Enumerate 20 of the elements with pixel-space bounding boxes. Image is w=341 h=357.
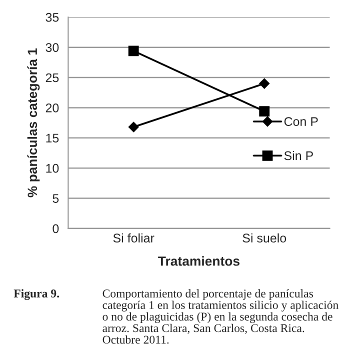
y-tick-label: 10 (46, 164, 59, 173)
text: Comportamiento del porcentaje de panículas categoría 1 en los tratamientos silicio y aplicación o no de plaguicidas (P) en la segunda cosecha de arroz. Santa Clara, San Carlos, Costa Rica. Octubre 2011. (102, 289, 338, 344)
y-tick-label: 5 (52, 194, 59, 203)
x-tick-label: Si foliar (113, 233, 154, 243)
legend-label: Sin P (284, 150, 313, 160)
y-tick-label: 35 (46, 12, 59, 22)
y-tick-label: 15 (46, 134, 59, 143)
point (128, 46, 139, 56)
x-tick-label: Si suelo (242, 233, 286, 243)
y-tick-label: 30 (46, 43, 59, 52)
y-axis-title: % panículas categoría 1 (27, 48, 40, 198)
y-tick-label: 0 (52, 224, 59, 234)
x-axis-title: Tratamientos (158, 256, 240, 266)
legend-label: Con P (284, 117, 318, 126)
y-tick-label: 20 (46, 104, 59, 112)
y-tick-label: 25 (46, 73, 59, 82)
point (259, 106, 270, 117)
point (128, 122, 139, 132)
point (259, 78, 270, 89)
text: Figura 9. (14, 289, 60, 300)
